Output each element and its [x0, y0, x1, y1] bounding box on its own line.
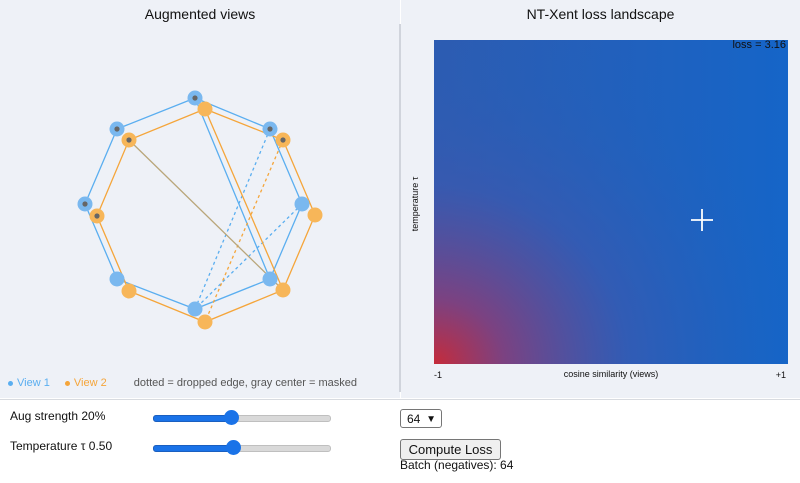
loss-landscape-panel: NT-Xent loss landscape loss = 3.16 tempe… [401, 0, 800, 398]
aug-strength-label: Aug strength 20% [10, 409, 106, 423]
view2-dot-icon [64, 380, 70, 386]
aug-strength-thumb[interactable] [224, 410, 240, 425]
view1-dot-icon [8, 380, 13, 386]
legend-view1: View 1 [17, 377, 50, 389]
temperature-slider[interactable] [153, 440, 331, 456]
chevron-down-icon: ▼ [426, 414, 436, 425]
legend-note: dotted = dropped edge, gray center = mas… [133, 377, 357, 389]
loss-landscape-title: NT-Xent loss landscape [526, 6, 675, 22]
x-axis-min-label: -1 [434, 370, 443, 380]
temperature-label: Temperature τ 0.50 [10, 439, 113, 453]
graph-canvas [77, 90, 323, 330]
aug-strength-fill [153, 415, 234, 422]
loss-value-label: loss = 3.16 [732, 39, 786, 51]
aug-strength-slider[interactable] [153, 410, 331, 426]
masked-node-centers [82, 95, 286, 219]
batch-size-select[interactable]: 64 ▼ [400, 409, 442, 428]
graph-legend: View 1 View 2 dotted = dropped edge, gra… [8, 377, 357, 389]
temperature-thumb[interactable] [226, 440, 242, 455]
x-axis-max-label: +1 [775, 370, 786, 380]
legend-view2: View 2 [73, 377, 107, 389]
x-axis-label: cosine similarity (views) [563, 369, 659, 379]
crosshair-icon [691, 209, 713, 231]
batch-negatives-label: Batch (negatives): 64 [400, 458, 514, 472]
panel-divider [399, 24, 401, 392]
batch-size-value: 64 [407, 412, 421, 426]
temperature-fill [153, 445, 236, 452]
augmented-views-title: Augmented views [144, 6, 256, 22]
loss-heatmap[interactable] [434, 40, 788, 364]
y-axis-label: temperature τ [410, 176, 420, 232]
compute-loss-button[interactable]: Compute Loss [400, 439, 501, 460]
controls-bar: Aug strength 20% Temperature τ 0.50 64 ▼… [0, 399, 800, 483]
augmented-views-panel: Augmented views [0, 0, 400, 398]
